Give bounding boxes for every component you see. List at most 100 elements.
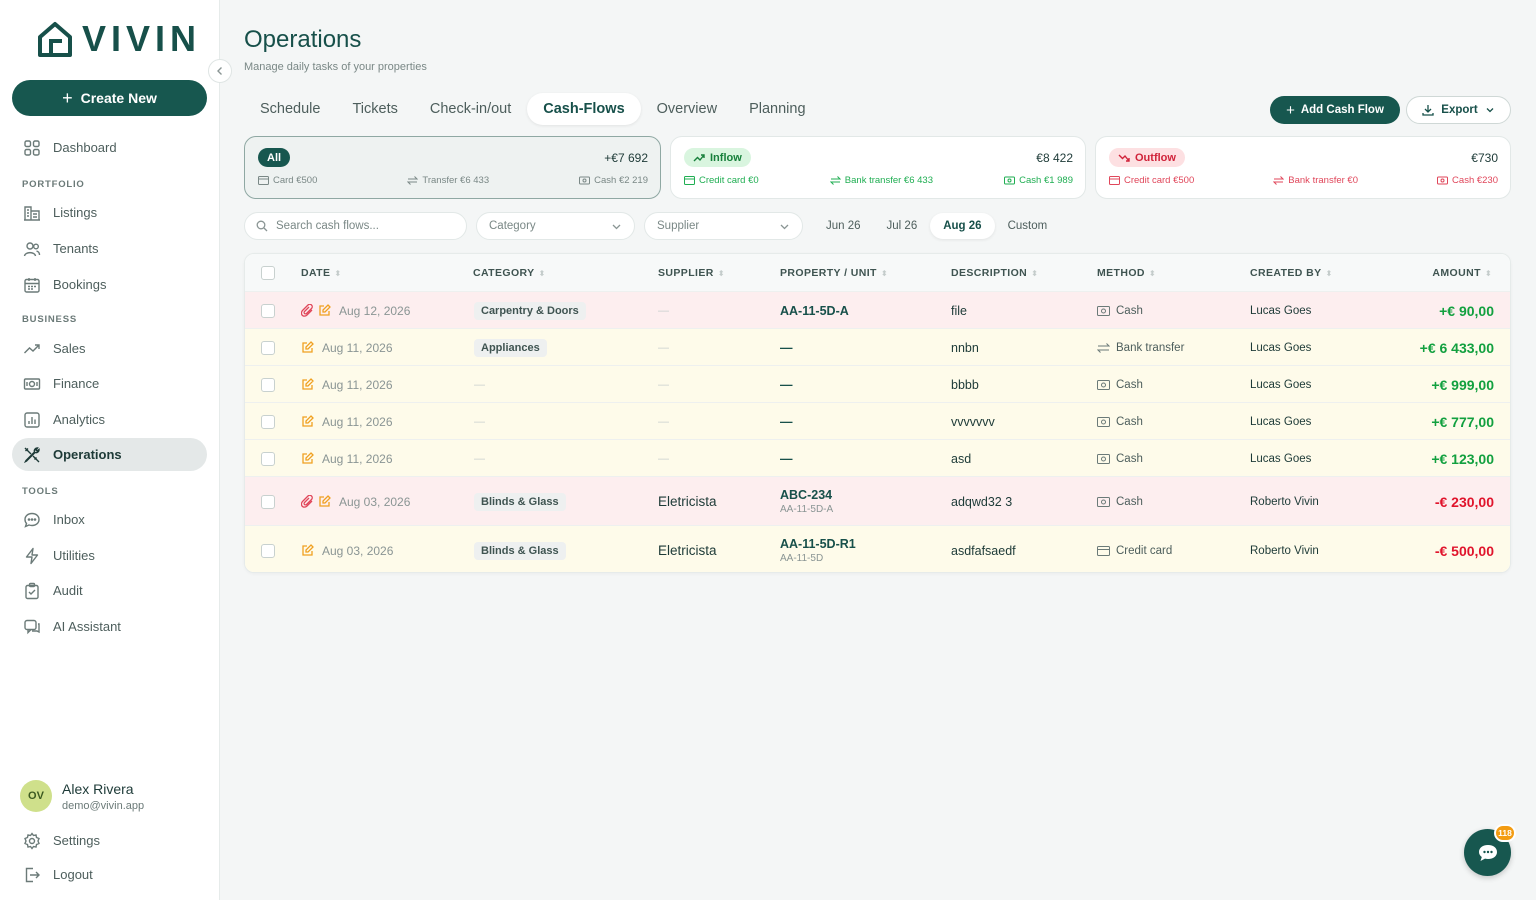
outflow-cash-stat: Cash €230	[1437, 175, 1498, 186]
row-checkbox[interactable]	[261, 340, 275, 355]
logout-link[interactable]: Logout	[12, 858, 207, 891]
sidebar-item-sales[interactable]: Sales	[12, 332, 207, 365]
row-checkbox[interactable]	[261, 414, 275, 429]
table-row[interactable]: Aug 11, 2026 — — — bbbb Cash Lucas Goes +€ 999,…	[245, 365, 1510, 402]
sidebar-item-dashboard[interactable]: Dashboard	[12, 131, 207, 164]
col-category[interactable]: CATEGORY ⬍	[473, 267, 546, 279]
creator-name: Lucas Goes	[1250, 415, 1312, 428]
collapse-sidebar-button[interactable]	[208, 59, 232, 83]
summary-card-outflow[interactable]: Outflow €730 Credit card €500 Bank trans…	[1095, 136, 1511, 199]
property-cell[interactable]: —	[780, 440, 793, 477]
dashboard-icon	[24, 139, 40, 156]
edit-icon[interactable]	[301, 544, 314, 557]
edit-icon[interactable]	[318, 495, 331, 508]
table-row[interactable]: Aug 03, 2026 Blinds & Glass Eletricista AA-…	[245, 525, 1510, 572]
logout-label: Logout	[53, 867, 93, 882]
row-checkbox[interactable]	[261, 494, 275, 509]
add-cash-flow-button[interactable]: + Add Cash Flow	[1270, 96, 1400, 124]
sidebar-item-operations[interactable]: Operations	[12, 438, 207, 471]
date-cell: Aug 11, 2026	[301, 440, 393, 477]
supplier-cell: Eletricista	[658, 477, 717, 526]
property-cell[interactable]: AA-11-5D-R1 AA-11-5D	[780, 526, 856, 572]
summary-card-inflow[interactable]: Inflow €8 422 Credit card €0 Bank transf…	[670, 136, 1086, 199]
col-method[interactable]: METHOD ⬍	[1097, 267, 1157, 279]
edit-icon[interactable]	[301, 415, 314, 428]
col-supplier[interactable]: SUPPLIER ⬍	[658, 267, 725, 279]
row-checkbox[interactable]	[261, 451, 275, 466]
sidebar-item-bookings[interactable]: Bookings	[12, 268, 207, 301]
period-custom[interactable]: Custom	[1007, 220, 1048, 232]
col-date[interactable]: DATE ⬍	[301, 267, 342, 279]
edit-icon[interactable]	[301, 341, 314, 354]
trend-up-icon	[693, 153, 705, 161]
description-cell: adqwd32 3	[951, 477, 1012, 526]
table-row[interactable]: Aug 11, 2026 Appliances — — nnbn Bank transfe…	[245, 328, 1510, 365]
sidebar-item-listings[interactable]: Listings	[12, 196, 207, 229]
sidebar-item-finance[interactable]: Finance	[12, 367, 207, 400]
settings-label: Settings	[53, 833, 100, 848]
inflow-card-stat: Credit card €0	[684, 175, 759, 186]
amount-text: +€ 123,00	[1431, 450, 1494, 467]
property-cell[interactable]: ABC-234 AA-11-5D-A	[780, 477, 833, 526]
table-row[interactable]: Aug 11, 2026 — — — asd Cash Lucas Goes +€ 123,0…	[245, 439, 1510, 476]
settings-link[interactable]: Settings	[12, 824, 207, 857]
sidebar-item-utilities[interactable]: Utilities	[12, 539, 207, 572]
tab-tickets[interactable]: Tickets	[352, 101, 398, 117]
table-row[interactable]: Aug 12, 2026 Carpentry & Doors — AA-11-5D-A…	[245, 291, 1510, 328]
category-select[interactable]: Category	[476, 212, 635, 240]
col-amount[interactable]: AMOUNT ⬍	[1432, 267, 1492, 279]
summary-card-all[interactable]: All +€7 692 Card €500 Transfer €6 433 Ca…	[244, 136, 661, 199]
col-created-by[interactable]: CREATED BY ⬍	[1250, 267, 1333, 279]
sidebar-item-inbox[interactable]: Inbox	[12, 503, 207, 536]
edit-icon[interactable]	[318, 304, 331, 317]
period-jun-26[interactable]: Jun 26	[826, 220, 861, 232]
row-checkbox[interactable]	[261, 303, 275, 318]
category-cell: —	[474, 403, 485, 440]
col-description[interactable]: DESCRIPTION ⬍	[951, 267, 1039, 279]
method-cell: Cash	[1097, 477, 1143, 526]
edit-icon[interactable]	[301, 452, 314, 465]
method-text: Bank transfer	[1116, 341, 1185, 354]
tab-check-in-out[interactable]: Check-in/out	[429, 101, 512, 117]
table-row[interactable]: Aug 11, 2026 — — — vvvvvvv Cash Lucas Goes +€ 7…	[245, 402, 1510, 439]
amount-cell: +€ 999,00	[1431, 366, 1494, 403]
row-checkbox[interactable]	[261, 543, 275, 558]
supplier-cell: —	[658, 329, 669, 366]
sidebar-item-ai-assistant[interactable]: AI Assistant	[12, 610, 207, 643]
period-jul-26[interactable]: Jul 26	[886, 220, 918, 232]
table-row[interactable]: Aug 03, 2026 Blinds & Glass Eletricista ABC…	[245, 476, 1510, 525]
property-cell[interactable]: —	[780, 366, 793, 403]
select-all-checkbox[interactable]	[261, 266, 275, 280]
user-profile[interactable]: OV Alex Rivera demo@vivin.app	[20, 780, 144, 812]
property-cell[interactable]: AA-11-5D-A	[780, 292, 849, 329]
search-input[interactable]: Search cash flows...	[244, 212, 467, 240]
sidebar-item-label: Sales	[53, 341, 86, 356]
edit-icon[interactable]	[301, 378, 314, 391]
tab-planning[interactable]: Planning	[749, 101, 806, 117]
period-aug-26[interactable]: Aug 26	[930, 213, 995, 239]
method-cell: Bank transfer	[1097, 329, 1184, 366]
property-code: AA-11-5D-A	[780, 303, 849, 318]
paperclip-icon[interactable]	[301, 495, 314, 508]
row-checkbox[interactable]	[261, 377, 275, 392]
date-cell: Aug 12, 2026	[301, 292, 410, 329]
col-property[interactable]: PROPERTY / UNIT ⬍	[780, 267, 888, 279]
brand-logo[interactable]: VIVIN	[36, 20, 201, 58]
sidebar-item-tenants[interactable]: Tenants	[12, 232, 207, 265]
sidebar-item-audit[interactable]: Audit	[12, 574, 207, 607]
export-button[interactable]: Export	[1406, 96, 1511, 124]
supplier-select[interactable]: Supplier	[644, 212, 803, 240]
tab-overview[interactable]: Overview	[656, 101, 718, 117]
tab-schedule[interactable]: Schedule	[260, 101, 321, 117]
sidebar-item-analytics[interactable]: Analytics	[12, 403, 207, 436]
paperclip-icon[interactable]	[301, 304, 314, 317]
method-text: Cash	[1116, 415, 1143, 428]
property-cell[interactable]: —	[780, 403, 793, 440]
property-cell[interactable]: —	[780, 329, 793, 366]
tab-cash-flows[interactable]: Cash-Flows	[527, 93, 641, 125]
cash-icon	[1097, 496, 1110, 507]
method-text: Cash	[1116, 452, 1143, 465]
search-placeholder: Search cash flows...	[276, 220, 379, 232]
create-new-button[interactable]: + Create New	[12, 80, 207, 116]
sidebar-item-label: Inbox	[53, 512, 85, 527]
